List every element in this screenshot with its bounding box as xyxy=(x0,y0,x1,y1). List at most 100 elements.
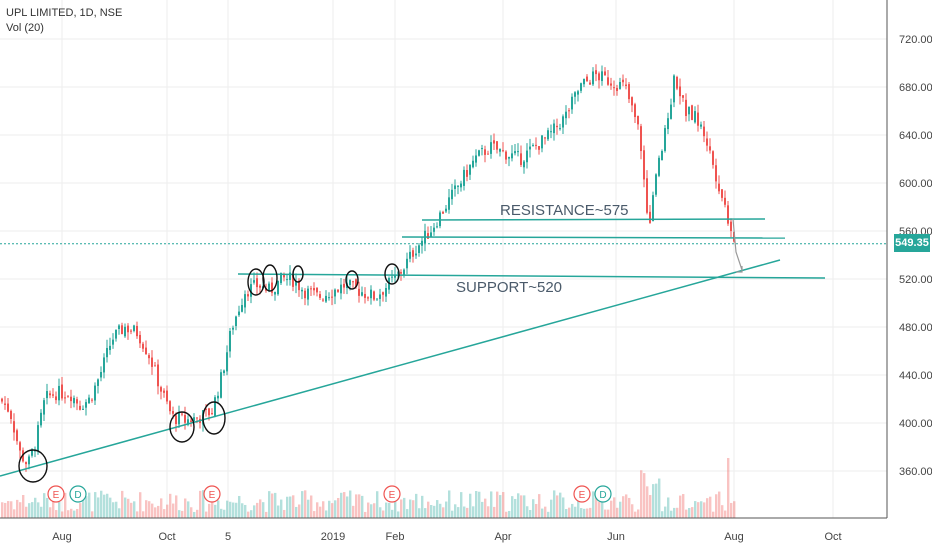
candle-body xyxy=(247,294,249,297)
candle-body xyxy=(124,326,126,337)
volume-bar xyxy=(289,496,292,518)
volume-bar xyxy=(430,505,433,518)
candle-body xyxy=(94,385,96,401)
candle-body xyxy=(130,330,132,332)
candle-body xyxy=(493,140,495,144)
volume-bar xyxy=(673,507,676,518)
candle-body xyxy=(241,305,243,312)
candle-body xyxy=(238,311,240,316)
volume-bar xyxy=(259,499,262,518)
candle-body xyxy=(724,197,726,205)
volume-bar xyxy=(403,497,406,518)
candle-body xyxy=(226,352,228,372)
candle-body xyxy=(709,146,711,151)
candle-body xyxy=(142,343,144,349)
y-tick-label: 640.00 xyxy=(899,130,932,142)
event-marker-circle xyxy=(383,485,401,503)
volume-bar xyxy=(523,495,526,518)
candle-body xyxy=(436,226,438,228)
candle-body xyxy=(382,292,384,295)
volume-bar xyxy=(70,508,73,518)
volume-bar xyxy=(94,492,97,518)
volume-bar xyxy=(619,501,622,518)
candle-body xyxy=(328,297,330,299)
x-tick-label: Apr xyxy=(494,531,511,543)
volume-bar xyxy=(652,484,655,518)
volume-bar xyxy=(382,510,385,518)
volume-bar xyxy=(91,511,94,518)
candle-body xyxy=(523,161,525,168)
volume-bar xyxy=(487,506,490,518)
volume-bar xyxy=(586,508,589,518)
candle-body xyxy=(532,145,534,147)
volume-bar xyxy=(421,495,424,518)
candle-body xyxy=(19,442,21,451)
candle-body xyxy=(7,403,9,412)
candle-body xyxy=(115,329,117,339)
volume-bar xyxy=(526,506,529,518)
volume-bar xyxy=(364,511,367,518)
candle-body xyxy=(448,197,450,210)
candle-body xyxy=(283,274,285,278)
candle-body xyxy=(487,153,489,155)
candle-body xyxy=(553,123,555,134)
support-label: SUPPORT~520 xyxy=(456,279,562,296)
candle-body xyxy=(367,297,369,299)
candle-body xyxy=(442,211,444,214)
volume-bar xyxy=(505,511,508,518)
volume-bar xyxy=(10,501,13,518)
candle-body xyxy=(445,208,447,212)
volume-bar xyxy=(475,491,478,518)
candle-body xyxy=(733,231,735,242)
candle-body xyxy=(10,410,12,420)
candle-body xyxy=(631,97,633,106)
volume-bar xyxy=(601,496,604,518)
candle-body xyxy=(607,77,609,85)
candle-body xyxy=(703,126,705,137)
candle-body xyxy=(37,425,39,451)
volume-bar xyxy=(250,510,253,518)
volume-bar xyxy=(325,510,328,518)
volume-bar xyxy=(1,502,4,518)
resistance-line-2 xyxy=(401,236,786,239)
volume-bar xyxy=(703,502,706,518)
volume-bar xyxy=(37,502,40,518)
candle-body xyxy=(268,283,270,291)
volume-bar xyxy=(340,492,343,518)
volume-bar xyxy=(184,498,187,518)
candle-body xyxy=(331,296,333,298)
candle-body xyxy=(391,276,393,278)
marker-circle xyxy=(292,265,304,283)
volume-bar xyxy=(322,501,325,518)
candle-body xyxy=(250,284,252,297)
projection-arrow xyxy=(732,218,743,271)
volume-bar xyxy=(643,473,646,518)
volume-bar xyxy=(670,510,673,518)
candle-body xyxy=(637,115,639,125)
candle-body xyxy=(313,288,315,291)
volume-bar xyxy=(190,507,193,518)
volume-bar xyxy=(115,501,118,518)
candle-body xyxy=(649,211,651,223)
candle-body xyxy=(31,449,33,456)
candle-body xyxy=(244,294,246,308)
volume-bar xyxy=(118,508,121,518)
volume-bar xyxy=(49,507,52,518)
volume-bar xyxy=(598,501,601,518)
marker-circle xyxy=(345,270,359,290)
volume-bar xyxy=(406,509,409,518)
volume-bar xyxy=(151,503,154,518)
volume-bar xyxy=(697,502,700,518)
candle-body xyxy=(136,325,138,337)
volume-bar xyxy=(40,506,43,518)
volume-bar xyxy=(4,502,7,518)
candle-body xyxy=(601,71,603,82)
volume-bar xyxy=(175,495,178,518)
candle-body xyxy=(214,397,216,417)
volume-bar xyxy=(196,509,199,518)
y-tick-label: 680.00 xyxy=(899,82,932,94)
candle-body xyxy=(586,76,588,82)
volume-bar xyxy=(292,495,295,518)
